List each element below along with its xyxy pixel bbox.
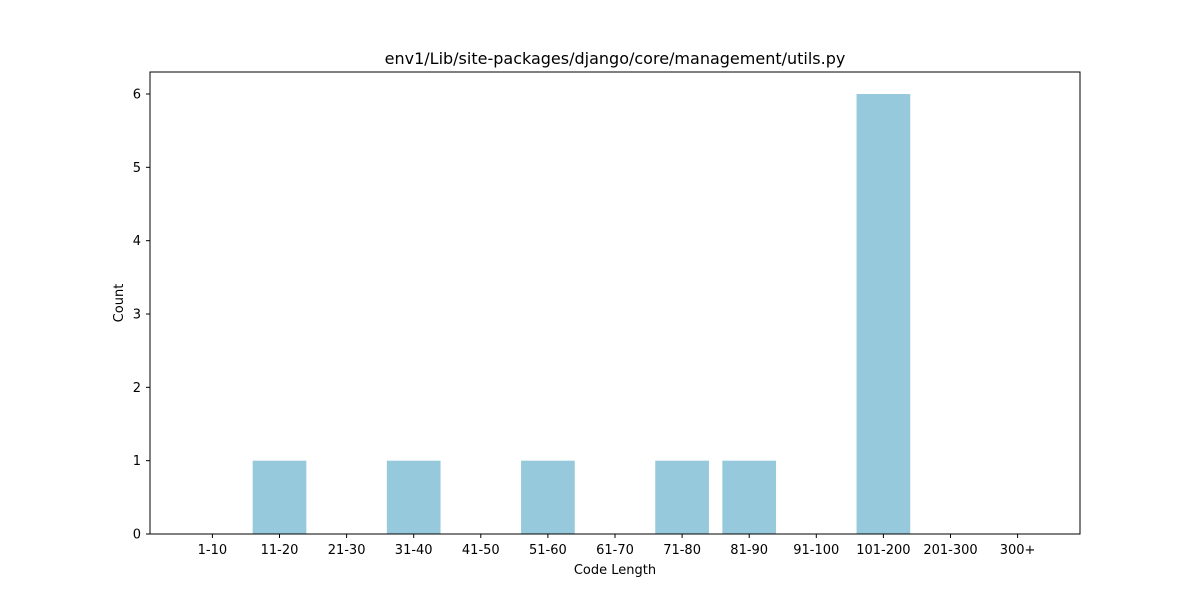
- y-tick-label: 3: [133, 308, 141, 323]
- x-tick-label: 21-30: [328, 543, 366, 558]
- y-tick-label: 4: [133, 234, 141, 249]
- bar-71-80: [655, 460, 709, 534]
- y-tick-label: 5: [133, 161, 141, 176]
- y-tick-label: 1: [133, 454, 141, 469]
- x-tick-label: 1-10: [198, 543, 228, 558]
- x-tick-label: 51-60: [529, 543, 567, 558]
- bars: [252, 94, 911, 534]
- x-tick-label: 11-20: [261, 543, 299, 558]
- x-tick-label: 41-50: [462, 543, 500, 558]
- x-tick-label: 300+: [1000, 543, 1036, 558]
- x-tick-label: 61-70: [596, 543, 634, 558]
- y-tick-label: 6: [133, 88, 141, 103]
- bar-31-40: [386, 460, 441, 534]
- x-tick-label: 31-40: [395, 543, 433, 558]
- bar-11-20: [252, 460, 307, 534]
- chart-title: env1/Lib/site-packages/django/core/manag…: [385, 49, 846, 68]
- bar-101-200: [856, 94, 911, 534]
- x-axis-title: Code Length: [574, 563, 656, 578]
- bar-51-60: [521, 460, 575, 534]
- x-tick-label: 101-200: [856, 543, 910, 558]
- x-tick-label: 201-300: [923, 543, 977, 558]
- x-axis: 1-10 11-20 21-30 31-40 41-50 51-60 61-70 71-80 8…: [198, 534, 1036, 558]
- bar-81-90: [722, 460, 777, 534]
- y-tick-label: 0: [133, 528, 141, 543]
- x-tick-label: 91-100: [793, 543, 839, 558]
- y-axis: 0 1 2 3 4 5 6: [133, 88, 150, 543]
- y-axis-title: Count: [112, 284, 127, 323]
- x-tick-label: 71-80: [663, 543, 701, 558]
- y-tick-label: 2: [133, 381, 141, 396]
- x-tick-label: 81-90: [730, 543, 768, 558]
